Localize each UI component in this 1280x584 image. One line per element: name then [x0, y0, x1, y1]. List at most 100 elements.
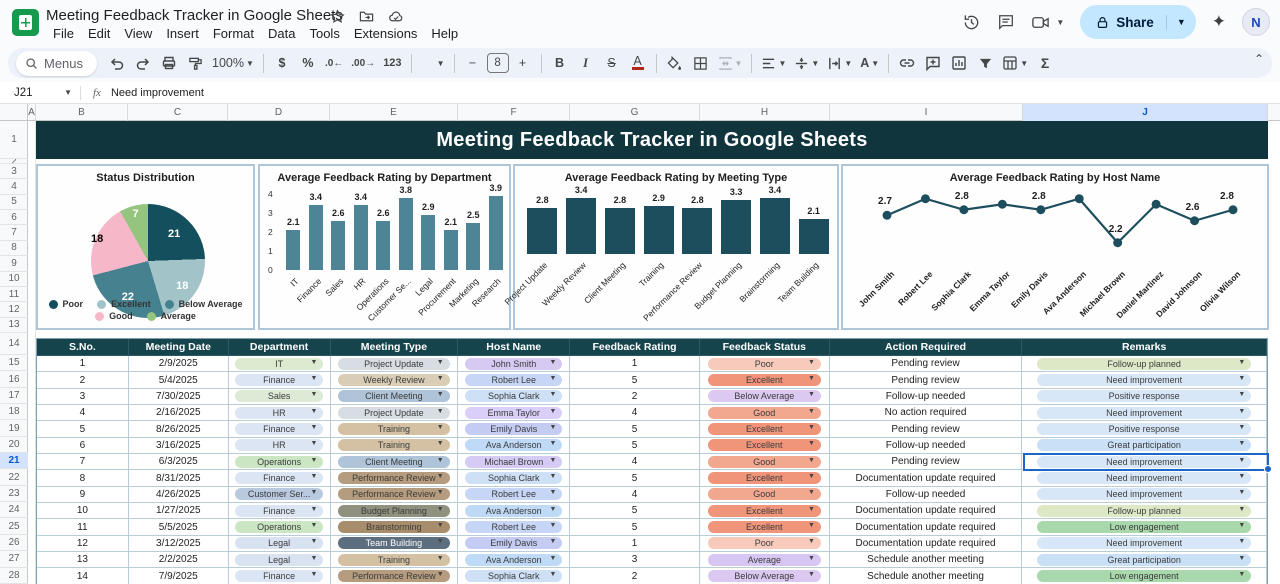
remarks-dropdown-pill[interactable]: Positive response ▼	[1036, 390, 1252, 403]
row-header-11[interactable]: 11	[0, 287, 28, 303]
chevron-down-icon[interactable]: ▼	[436, 424, 444, 432]
status-dropdown-pill[interactable]: Average ▼	[707, 553, 821, 566]
row-header-16[interactable]: 16	[0, 371, 28, 388]
chevron-down-icon[interactable]: ▼	[1238, 358, 1246, 366]
column-header-d[interactable]: D	[228, 104, 330, 121]
meet-video-icon[interactable]: ▼	[1031, 13, 1064, 32]
zoom-select[interactable]: 100% ▼	[212, 56, 254, 70]
text-rotation-button[interactable]: A ▼	[860, 56, 880, 70]
horizontal-align-button[interactable]: ▼	[758, 51, 789, 75]
chevron-down-icon[interactable]: ▼	[1238, 473, 1246, 481]
status-dropdown-pill[interactable]: Good ▼	[707, 488, 821, 501]
menu-format[interactable]: Format	[212, 26, 254, 41]
rating-by-host-line-chart[interactable]: Average Feedback Rating by Host Name 2.7 2…	[841, 164, 1269, 330]
column-header-c[interactable]: C	[128, 104, 228, 121]
column-header-g[interactable]: G	[570, 104, 700, 121]
menu-help[interactable]: Help	[431, 26, 459, 41]
host-dropdown-pill[interactable]: Ava Anderson ▼	[464, 504, 563, 517]
cell-action[interactable]: Documentation update required	[829, 535, 1023, 553]
chevron-down-icon[interactable]: ▼	[1238, 391, 1246, 399]
cell-rating[interactable]: 4	[570, 454, 700, 471]
strikethrough-button[interactable]: S	[607, 56, 616, 70]
cell-date[interactable]: 6/3/2025	[128, 454, 229, 471]
row-header-18[interactable]: 18	[0, 404, 28, 421]
chevron-down-icon[interactable]: ▼	[1238, 440, 1246, 448]
row-header-8[interactable]: 8	[0, 241, 28, 257]
row-header-25[interactable]: 25	[0, 519, 28, 535]
cell-action[interactable]: Pending review	[829, 454, 1023, 471]
chevron-down-icon[interactable]: ▼	[549, 522, 557, 530]
chevron-down-icon[interactable]: ▼	[310, 440, 318, 448]
rating-by-department-bar-chart[interactable]: Average Feedback Rating by Department 0 1 2…	[258, 164, 511, 330]
sheets-logo-icon[interactable]	[12, 9, 39, 36]
move-folder-icon[interactable]	[359, 9, 374, 24]
create-filter-button[interactable]	[973, 51, 997, 75]
chevron-down-icon[interactable]: ▼	[436, 407, 444, 415]
name-box[interactable]: J21 ▼	[14, 86, 72, 99]
chevron-down-icon[interactable]: ▼	[310, 473, 318, 481]
fill-color-button[interactable]	[663, 51, 687, 75]
cell-rating[interactable]: 5	[570, 437, 700, 455]
meeting_type-dropdown-pill[interactable]: Team Building ▼	[338, 537, 450, 550]
cell-rating[interactable]: 3	[570, 552, 700, 569]
format-currency-button[interactable]: $	[278, 56, 286, 70]
chevron-down-icon[interactable]: ▼	[549, 489, 557, 497]
chevron-down-icon[interactable]: ▼	[549, 440, 557, 448]
chevron-down-icon[interactable]: ▼	[1238, 407, 1246, 415]
share-dropdown-caret[interactable]: ▼	[1176, 17, 1186, 27]
meeting_type-dropdown-pill[interactable]: Training ▼	[338, 423, 450, 436]
meeting_type-dropdown-pill[interactable]: Brainstorming ▼	[338, 521, 450, 534]
remarks-dropdown-pill[interactable]: Low engagement ▼	[1036, 521, 1252, 534]
menus-search-button[interactable]: Menus	[16, 50, 98, 76]
meeting_type-dropdown-pill[interactable]: Performance Review ▼	[338, 570, 450, 583]
cell-action[interactable]: Documentation update required	[829, 519, 1023, 536]
cell-date[interactable]: 5/4/2025	[128, 372, 229, 389]
column-header-h[interactable]: H	[700, 104, 830, 121]
status-distribution-pie-chart[interactable]: Status Distribution 21 18 22 18 7 Poor Excellen…	[36, 164, 255, 330]
borders-button[interactable]	[689, 51, 713, 75]
row-header-22[interactable]: 22	[0, 469, 28, 486]
chevron-down-icon[interactable]: ▼	[436, 391, 444, 399]
row-header-12[interactable]: 12	[0, 302, 28, 318]
department-dropdown-pill[interactable]: Finance ▼	[234, 472, 324, 485]
row-header-15[interactable]: 15	[0, 355, 28, 372]
increase-font-size-button[interactable]: +	[518, 56, 527, 70]
chevron-down-icon[interactable]: ▼	[549, 554, 557, 562]
cell-action[interactable]: Follow-up needed	[829, 486, 1023, 504]
host-dropdown-pill[interactable]: Robert Lee ▼	[464, 374, 563, 387]
chevron-down-icon[interactable]: ▼	[808, 358, 815, 366]
department-dropdown-pill[interactable]: HR ▼	[234, 406, 324, 419]
select-all-corner[interactable]	[0, 104, 28, 121]
chevron-down-icon[interactable]: ▼	[808, 456, 815, 464]
cell-sno[interactable]: 12	[37, 535, 129, 553]
formula-input[interactable]: Need improvement	[110, 86, 204, 99]
print-button[interactable]	[157, 51, 181, 75]
chevron-down-icon[interactable]: ▼	[549, 473, 557, 481]
redo-button[interactable]	[131, 51, 155, 75]
increase-decimals-button[interactable]: .00→	[351, 57, 376, 69]
row-header-23[interactable]: 23	[0, 486, 28, 503]
chevron-down-icon[interactable]: ▼	[310, 424, 318, 432]
host-dropdown-pill[interactable]: Sophia Clark ▼	[464, 570, 563, 583]
cell-date[interactable]: 7/9/2025	[128, 568, 229, 584]
row-header-2[interactable]: 2	[0, 159, 28, 164]
column-header-f[interactable]: F	[458, 104, 570, 121]
cell-date[interactable]: 2/2/2025	[128, 552, 229, 569]
chevron-down-icon[interactable]: ▼	[1238, 456, 1246, 464]
remarks-dropdown-pill[interactable]: Great participation ▼	[1036, 439, 1252, 452]
cell-action[interactable]: Follow-up needed	[829, 388, 1023, 406]
host-dropdown-pill[interactable]: Ava Anderson ▼	[464, 439, 563, 452]
text-color-button[interactable]: A	[631, 54, 644, 70]
chevron-down-icon[interactable]: ▼	[436, 456, 444, 464]
department-dropdown-pill[interactable]: Finance ▼	[234, 570, 324, 583]
chevron-down-icon[interactable]: ▼	[436, 538, 444, 546]
chevron-down-icon[interactable]: ▼	[1238, 489, 1246, 497]
chevron-down-icon[interactable]: ▼	[1238, 554, 1246, 562]
status-dropdown-pill[interactable]: Below Average ▼	[707, 390, 821, 403]
insert-chart-button[interactable]	[947, 51, 971, 75]
font-family-select[interactable]: ▼	[436, 58, 445, 68]
cell-rating[interactable]: 4	[570, 405, 700, 422]
merge-cells-button[interactable]: ▼	[715, 51, 746, 75]
row-header-4[interactable]: 4	[0, 179, 28, 195]
font-size-input[interactable]: 8	[486, 53, 509, 73]
